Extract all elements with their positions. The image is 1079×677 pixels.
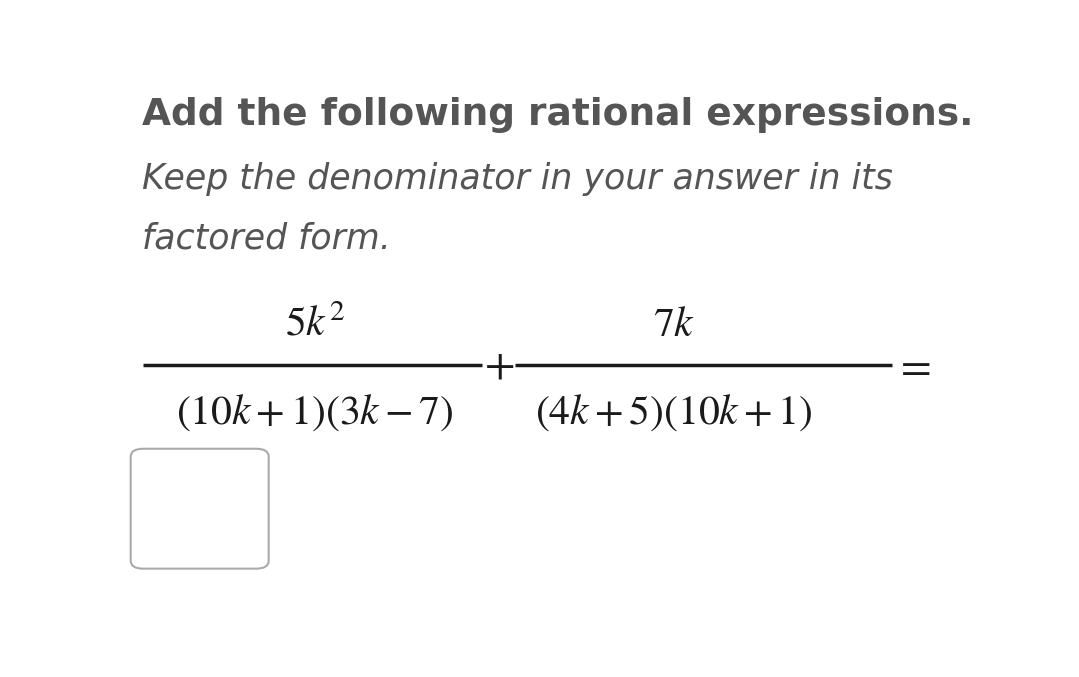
Text: $(10k+1)(3k-7)$: $(10k+1)(3k-7)$ — [176, 391, 453, 433]
Text: $(4k+5)(10k+1)$: $(4k+5)(10k+1)$ — [535, 391, 812, 433]
Text: Keep the denominator in your answer in its: Keep the denominator in your answer in i… — [141, 162, 892, 196]
FancyBboxPatch shape — [131, 449, 269, 569]
Text: Add the following rational expressions.: Add the following rational expressions. — [141, 97, 973, 133]
Text: factored form.: factored form. — [141, 222, 391, 256]
Text: $5k^2$: $5k^2$ — [285, 303, 344, 345]
Text: $+$: $+$ — [483, 344, 514, 387]
Text: $7k$: $7k$ — [653, 303, 695, 345]
Text: $=$: $=$ — [894, 344, 931, 387]
